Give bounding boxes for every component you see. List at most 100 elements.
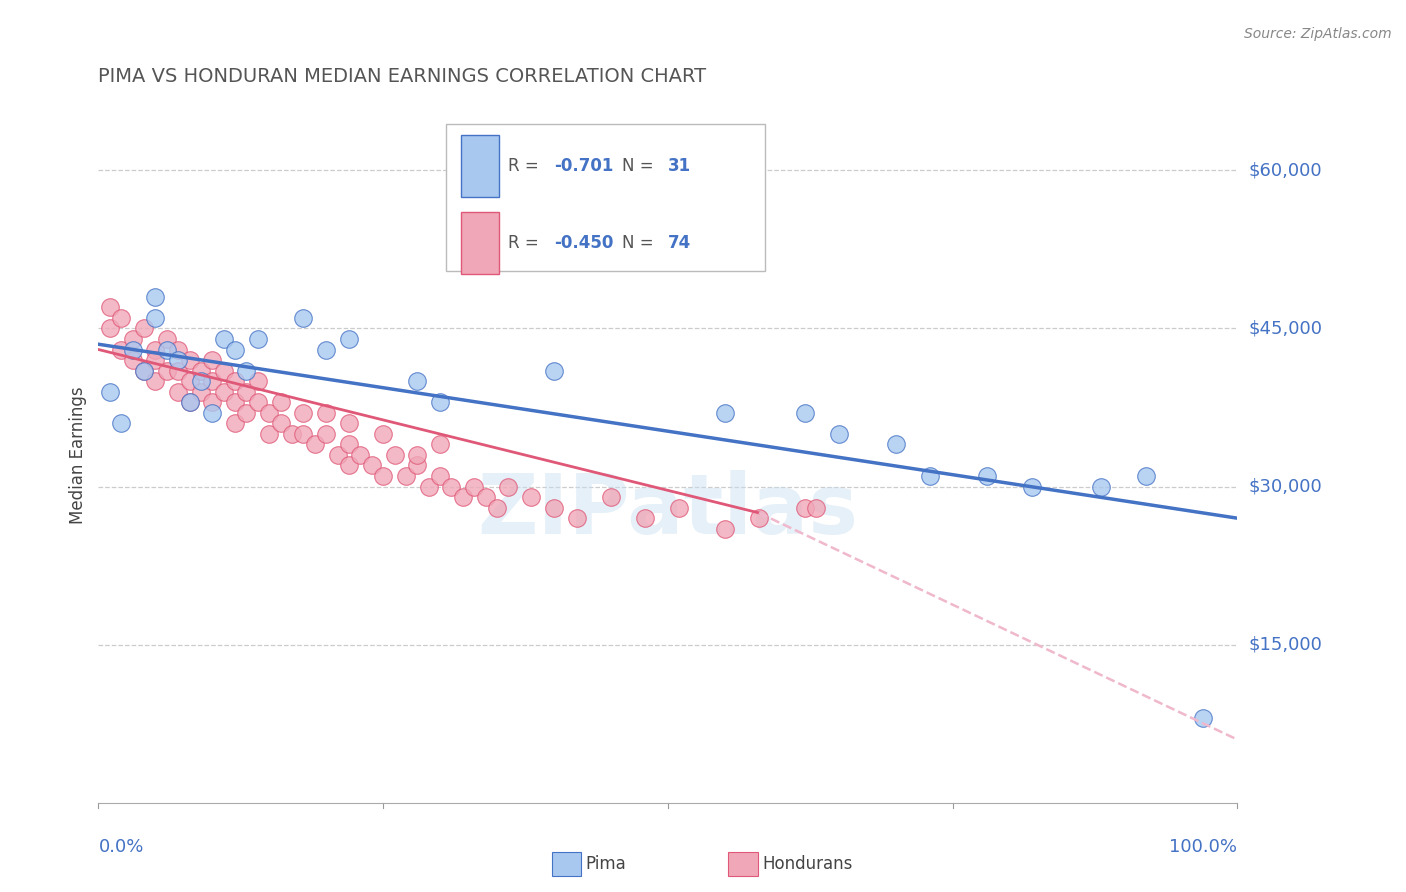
Text: 31: 31: [668, 157, 690, 175]
Text: Pima: Pima: [586, 855, 627, 873]
Point: [304, 437, 326, 451]
FancyBboxPatch shape: [446, 124, 765, 270]
Point: [167, 384, 190, 399]
Point: [270, 417, 292, 431]
Text: N =: N =: [623, 157, 659, 175]
Point: [224, 374, 246, 388]
Point: [1192, 711, 1215, 725]
Point: [212, 384, 235, 399]
Point: [281, 426, 304, 441]
Point: [793, 406, 815, 420]
Point: [384, 448, 406, 462]
Point: [132, 363, 155, 377]
Point: [201, 353, 224, 368]
Point: [315, 406, 337, 420]
Text: R =: R =: [509, 234, 544, 252]
Point: [429, 395, 451, 409]
Point: [565, 511, 588, 525]
Point: [315, 426, 337, 441]
Point: [235, 406, 257, 420]
Point: [371, 469, 394, 483]
Point: [270, 395, 292, 409]
Point: [714, 406, 737, 420]
Text: PIMA VS HONDURAN MEDIAN EARNINGS CORRELATION CHART: PIMA VS HONDURAN MEDIAN EARNINGS CORRELA…: [98, 67, 707, 86]
Point: [828, 426, 851, 441]
Point: [167, 343, 190, 357]
Y-axis label: Median Earnings: Median Earnings: [69, 386, 87, 524]
Point: [110, 343, 132, 357]
Point: [337, 437, 360, 451]
Point: [406, 374, 429, 388]
Point: [748, 511, 770, 525]
Point: [1021, 479, 1043, 493]
Point: [212, 332, 235, 346]
Point: [292, 426, 315, 441]
Point: [121, 332, 143, 346]
Point: [1090, 479, 1112, 493]
Point: [474, 490, 496, 504]
Point: [418, 479, 440, 493]
Point: [634, 511, 657, 525]
Text: $45,000: $45,000: [1249, 319, 1323, 337]
Point: [337, 458, 360, 473]
Point: [793, 500, 815, 515]
Point: [179, 353, 201, 368]
Point: [212, 363, 235, 377]
Text: R =: R =: [509, 157, 544, 175]
Point: [326, 448, 349, 462]
Point: [486, 500, 509, 515]
FancyBboxPatch shape: [728, 852, 758, 876]
Point: [429, 437, 451, 451]
Point: [976, 469, 998, 483]
Point: [145, 310, 167, 325]
Point: [292, 310, 315, 325]
Point: [201, 395, 224, 409]
Point: [156, 343, 179, 357]
Text: $30,000: $30,000: [1249, 477, 1322, 496]
Point: [884, 437, 907, 451]
Point: [98, 301, 121, 315]
Point: [349, 448, 371, 462]
Text: 0.0%: 0.0%: [98, 838, 143, 855]
Text: 74: 74: [668, 234, 692, 252]
Point: [156, 332, 179, 346]
Point: [451, 490, 474, 504]
Point: [406, 458, 429, 473]
FancyBboxPatch shape: [461, 211, 499, 274]
Text: Hondurans: Hondurans: [762, 855, 853, 873]
Point: [360, 458, 382, 473]
Point: [156, 363, 179, 377]
FancyBboxPatch shape: [551, 852, 581, 876]
Point: [145, 374, 167, 388]
Point: [235, 384, 257, 399]
Text: $15,000: $15,000: [1249, 636, 1322, 654]
Point: [201, 374, 224, 388]
Point: [543, 500, 565, 515]
Point: [224, 343, 246, 357]
Text: Source: ZipAtlas.com: Source: ZipAtlas.com: [1244, 27, 1392, 41]
Point: [429, 469, 451, 483]
Point: [110, 417, 132, 431]
Point: [1135, 469, 1157, 483]
Point: [121, 353, 143, 368]
Point: [145, 343, 167, 357]
Point: [179, 395, 201, 409]
Point: [246, 395, 269, 409]
Point: [406, 448, 429, 462]
Text: -0.701: -0.701: [554, 157, 613, 175]
Point: [224, 417, 246, 431]
Point: [498, 479, 520, 493]
Point: [315, 343, 337, 357]
Point: [145, 353, 167, 368]
Point: [371, 426, 394, 441]
Point: [259, 426, 281, 441]
Point: [259, 406, 281, 420]
Text: ZIPatlas: ZIPatlas: [478, 470, 858, 551]
Point: [600, 490, 623, 504]
Point: [167, 363, 190, 377]
Point: [246, 374, 269, 388]
Point: [463, 479, 485, 493]
Point: [167, 353, 190, 368]
Point: [395, 469, 418, 483]
Point: [98, 321, 121, 335]
